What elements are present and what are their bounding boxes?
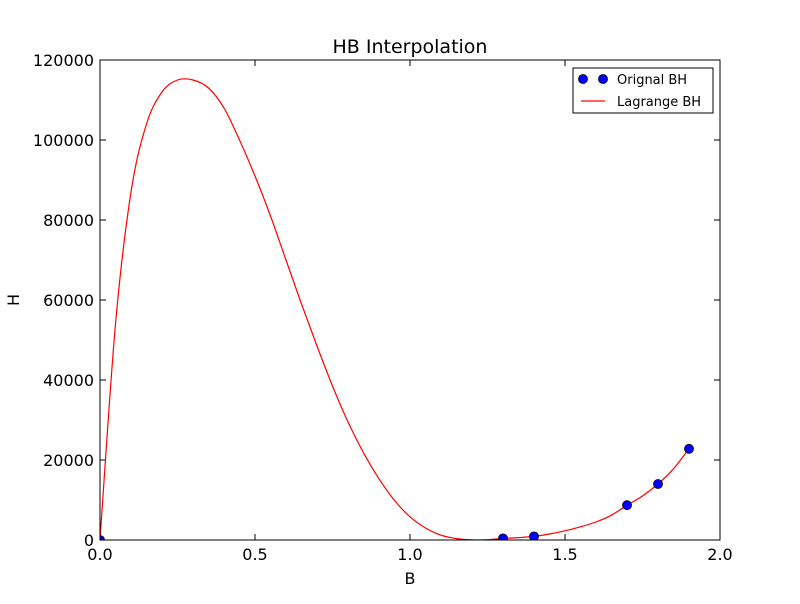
y-tick-label: 0 (84, 531, 94, 550)
legend-box (572, 67, 714, 114)
legend-entry-label: Orignal BH (617, 73, 687, 88)
y-tick-label: 120000 (33, 51, 94, 70)
data-point (529, 531, 539, 540)
legend-entry-label: Lagrange BH (617, 95, 701, 110)
data-point (100, 535, 105, 540)
x-tick-label: 1.5 (552, 545, 577, 564)
x-tick-label: 1.0 (397, 545, 422, 564)
x-tick-label: 0.5 (242, 545, 267, 564)
y-axis-label: H (4, 294, 23, 306)
y-tick-label: 100000 (33, 131, 94, 150)
chart-title: HB Interpolation (333, 36, 488, 58)
data-point (684, 443, 694, 454)
series-line-lagrange-bh (100, 78, 690, 540)
legend-marker-scatter (578, 74, 588, 84)
x-axis-label: B (405, 569, 416, 588)
legend: Orignal BH Lagrange BH (572, 67, 714, 114)
x-tick-label: 0.0 (87, 545, 112, 564)
plot-frame (99, 59, 721, 541)
y-tick-label: 20000 (43, 451, 94, 470)
y-tick-label: 60000 (43, 291, 94, 310)
legend-marker-scatter (598, 74, 608, 84)
data-point (498, 533, 508, 540)
plot-area: 0.0 0.5 1.0 1.5 2.0 0 20000 40000 60000 80000 1000… (33, 51, 733, 564)
data-point (653, 479, 663, 489)
data-point (622, 500, 632, 511)
x-tick-label: 2.0 (707, 545, 732, 564)
y-tick-label: 40000 (43, 371, 94, 390)
y-tick-label: 80000 (43, 211, 94, 230)
